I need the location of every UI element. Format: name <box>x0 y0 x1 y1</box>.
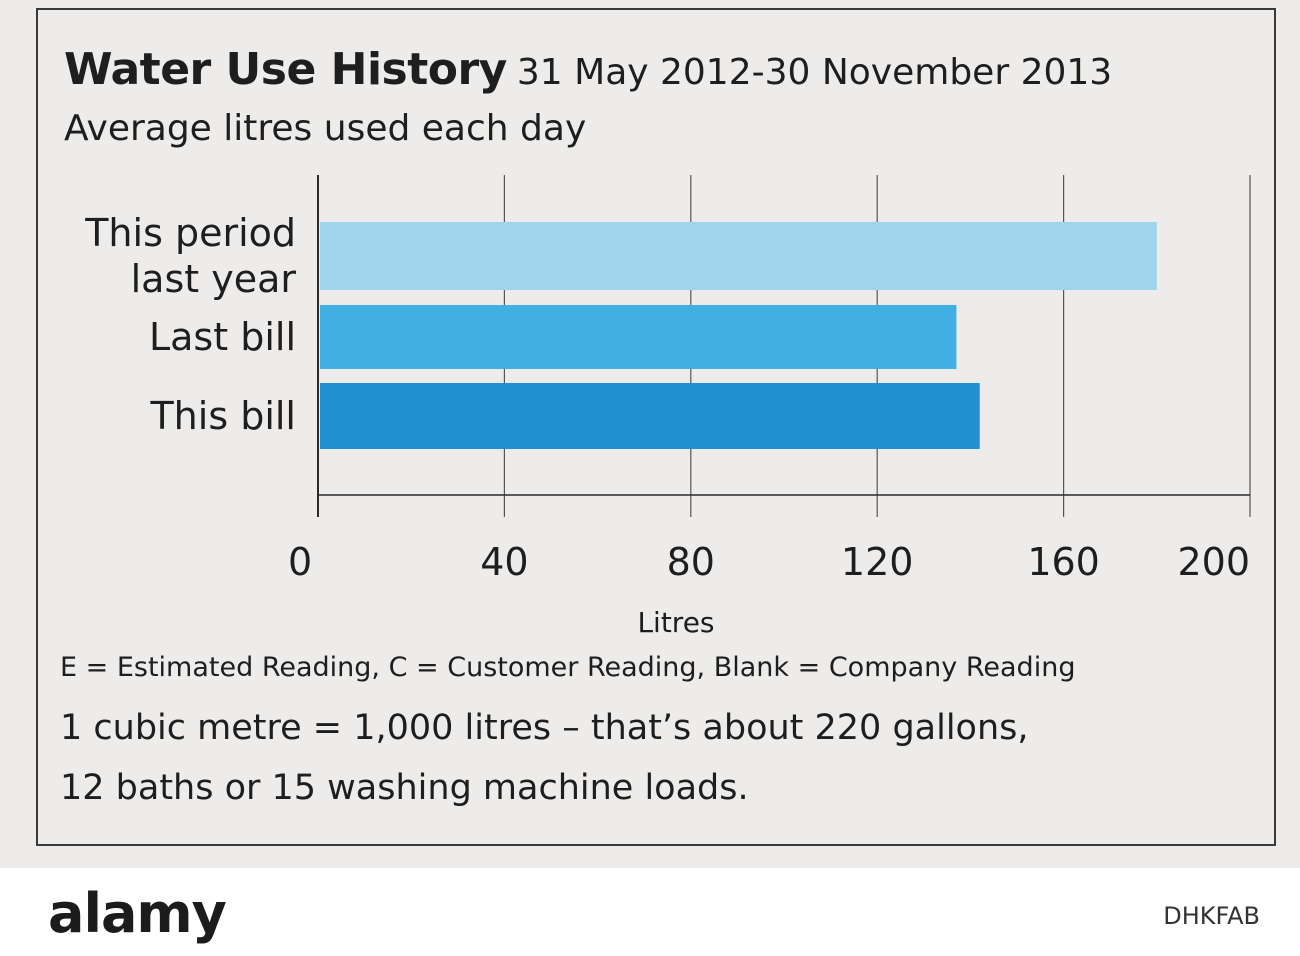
bars <box>320 222 1157 449</box>
tick-label-0: 0 <box>288 540 312 584</box>
date-range: 31 May 2012-30 November 2013 <box>516 52 1113 93</box>
alamy-logo: alamy <box>48 882 227 945</box>
category-label-0-0: This period <box>84 211 296 255</box>
bar-2 <box>320 383 980 449</box>
category-label-2-0: This bill <box>149 394 296 438</box>
chart-title: Water Use History <box>64 44 507 95</box>
conversion-note-line-1: 1 cubic metre = 1,000 litres – that’s ab… <box>60 708 1029 748</box>
x-axis-title: Litres <box>637 606 714 639</box>
category-label-1-0: Last bill <box>149 315 296 359</box>
image-code: DHKFAB <box>1163 902 1260 930</box>
conversion-note-line-2: 12 baths or 15 washing machine loads. <box>60 768 749 808</box>
bar-0 <box>320 222 1157 290</box>
tick-label-200: 200 <box>1177 540 1250 584</box>
footer-bar <box>0 868 1300 956</box>
tick-label-40: 40 <box>480 540 528 584</box>
bar-1 <box>320 305 957 369</box>
title-line: Water Use History 31 May 2012-30 November… <box>64 44 1112 95</box>
reading-legend: E = Estimated Reading, C = Customer Read… <box>60 652 1076 683</box>
tick-label-160: 160 <box>1027 540 1100 584</box>
tick-label-80: 80 <box>667 540 715 584</box>
category-label-0-1: last year <box>131 257 297 301</box>
chart-frame <box>36 8 1276 846</box>
chart-subtitle: Average litres used each day <box>64 108 587 149</box>
tick-label-120: 120 <box>841 540 914 584</box>
tick-labels: 0 40 80 120 160 200 <box>288 540 1250 584</box>
